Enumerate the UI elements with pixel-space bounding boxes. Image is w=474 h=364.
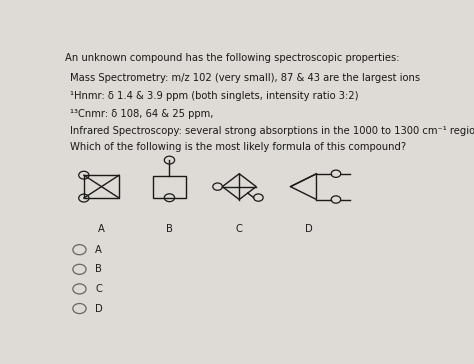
Text: D: D <box>305 225 313 234</box>
Text: B: B <box>95 264 102 274</box>
Text: Infrared Spectroscopy: several strong absorptions in the 1000 to 1300 cm⁻¹ regio: Infrared Spectroscopy: several strong ab… <box>70 126 474 136</box>
Text: A: A <box>98 225 105 234</box>
Text: An unknown compound has the following spectroscopic properties:: An unknown compound has the following sp… <box>65 54 399 63</box>
Text: B: B <box>166 225 173 234</box>
Text: Mass Spectrometry: m/z 102 (very small), 87 & 43 are the largest ions: Mass Spectrometry: m/z 102 (very small),… <box>70 73 420 83</box>
Text: C: C <box>236 225 243 234</box>
Text: D: D <box>95 304 103 313</box>
Text: C: C <box>95 284 102 294</box>
Text: ¹³Cnmr: δ 108, 64 & 25 ppm,: ¹³Cnmr: δ 108, 64 & 25 ppm, <box>70 109 214 119</box>
Text: Which of the following is the most likely formula of this compound?: Which of the following is the most likel… <box>70 142 406 153</box>
Text: ¹Hnmr: δ 1.4 & 3.9 ppm (both singlets, intensity ratio 3:2): ¹Hnmr: δ 1.4 & 3.9 ppm (both singlets, i… <box>70 91 359 101</box>
Text: A: A <box>95 245 102 255</box>
